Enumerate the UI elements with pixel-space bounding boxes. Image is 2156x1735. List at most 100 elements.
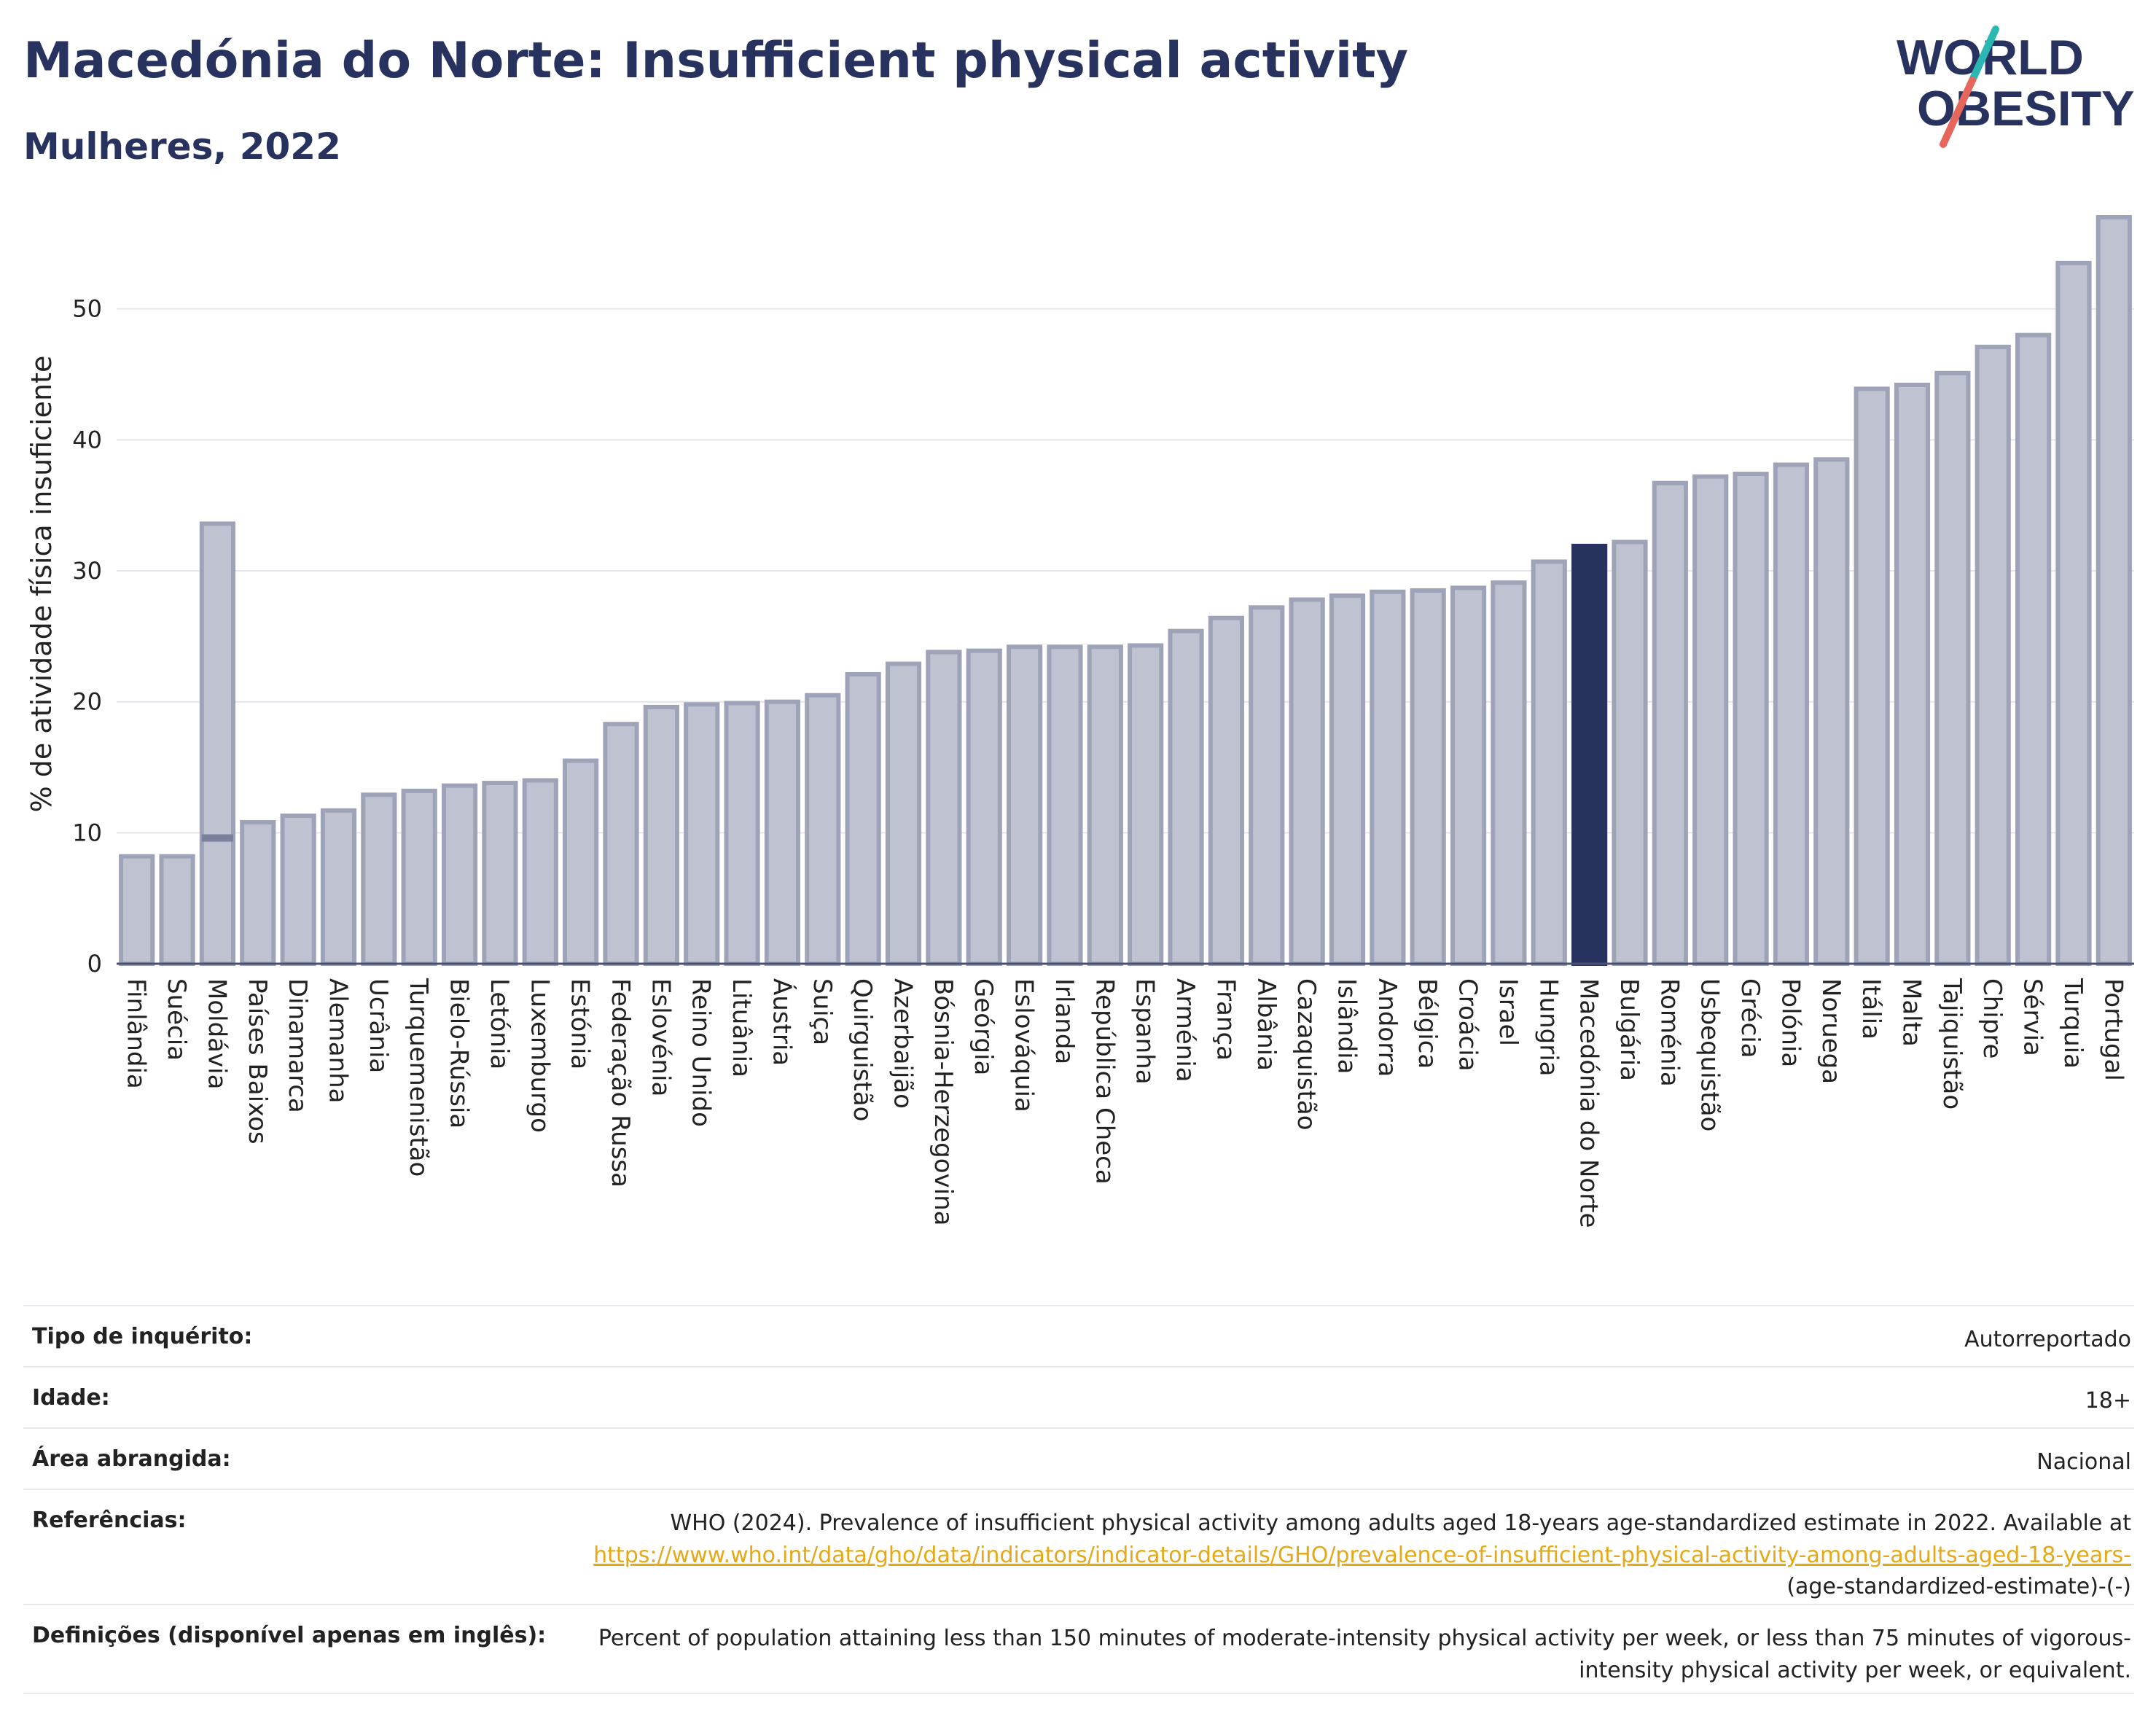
meta-label: Idade: (32, 1385, 110, 1411)
bar (240, 819, 276, 966)
x-tick-label: Azerbaijão (888, 978, 918, 1109)
bar (2015, 332, 2052, 967)
x-tick-label: Albânia (1251, 978, 1281, 1071)
x-tick-label: Arménia (1171, 978, 1200, 1083)
x-tick-label: Lituânia (727, 978, 756, 1077)
bar (643, 704, 679, 966)
meta-label: Tipo de inquérito: (32, 1324, 253, 1349)
x-tick-label: Islândia (1332, 978, 1361, 1074)
bar (1854, 386, 1890, 966)
x-tick-label: Irlanda (1050, 978, 1079, 1064)
y-tick-label: 0 (87, 950, 102, 978)
x-tick-label: Polónia (1776, 978, 1805, 1067)
meta-row-definitions: Definições (disponível apenas em inglês)… (23, 1604, 2134, 1694)
x-tick-label: Bielo-Rússia (445, 978, 474, 1128)
bar (1047, 644, 1083, 966)
x-tick-label: Países Baixos (243, 978, 272, 1145)
y-tick-label: 20 (72, 688, 102, 716)
meta-value: 18+ (2085, 1388, 2131, 1414)
x-tick-label: Grécia (1735, 978, 1765, 1058)
x-tick-label: Letónia (485, 978, 514, 1069)
bar (1571, 543, 1608, 966)
x-tick-label: Suécia (162, 978, 191, 1061)
metadata-table: Tipo de inquérito: Autorreportado Idade:… (23, 1305, 2134, 1694)
bar (1975, 344, 2011, 966)
meta-label: Referências: (32, 1508, 187, 1533)
x-tick-label: Eslováquia (1009, 978, 1039, 1112)
reference-text: WHO (2024). Prevalence of insufficient p… (670, 1510, 2131, 1536)
x-tick-label: Bulgária (1614, 978, 1644, 1081)
bar (563, 758, 599, 966)
meta-value: Percent of population attaining less tha… (598, 1626, 2131, 1683)
reference-suffix: (age-standardized-estimate)-(-) (1786, 1574, 2131, 1599)
x-tick-label: Finlândia (122, 978, 151, 1089)
meta-row-references: Referências: WHO (2024). Prevalence of i… (23, 1489, 2134, 1604)
bar (119, 854, 155, 966)
x-tick-label: Reino Unido (687, 978, 716, 1127)
bar (199, 521, 235, 966)
bar (1329, 593, 1366, 966)
bar (684, 702, 720, 967)
x-tick-label: Quirguistão (848, 978, 877, 1121)
bar (805, 693, 841, 966)
bar (1733, 472, 1769, 966)
x-tick-label: Estónia (566, 978, 595, 1069)
bar (280, 813, 316, 966)
x-tick-label: Federação Russa (606, 978, 635, 1188)
y-tick-label: 40 (72, 426, 102, 453)
bar (2096, 214, 2132, 966)
bar (764, 699, 801, 966)
meta-row-survey: Tipo de inquérito: Autorreportado (23, 1305, 2134, 1366)
bar (159, 854, 195, 966)
meta-value: WHO (2024). Prevalence of insufficient p… (564, 1508, 2134, 1603)
x-tick-label: Turquemenistão (404, 978, 433, 1177)
x-tick-label: Malta (1897, 978, 1926, 1047)
chart-subtitle: Mulheres, 2022 (23, 125, 341, 168)
x-tick-label: Portugal (2098, 978, 2128, 1081)
x-tick-label: Andorra (1372, 978, 1402, 1077)
bar-chart: 0 10 20 30 40 50 % de atividade física insufic… (26, 214, 2134, 1228)
x-tick-label: Eslovénia (646, 978, 675, 1096)
x-tick-label: Itália (1856, 978, 1886, 1040)
x-tick-label: Hungria (1534, 978, 1563, 1077)
x-tick-label: França (1211, 978, 1240, 1061)
x-tick-label: Moldávia (202, 978, 231, 1089)
meta-label: Definições (disponível apenas em inglês)… (32, 1623, 547, 1648)
x-tick-label: Luxemburgo (525, 978, 554, 1133)
y-tick-label: 50 (72, 295, 102, 323)
bar (1007, 644, 1043, 966)
bar (1410, 588, 1446, 966)
bar (1087, 644, 1123, 966)
bar (1168, 628, 1204, 966)
bar (1370, 589, 1406, 966)
bar (361, 792, 397, 967)
x-tick-label: Suiça (808, 978, 837, 1045)
chart-title: Macedónia do Norte: Insufficient physica… (23, 32, 1408, 90)
bar (1652, 480, 1688, 966)
x-tick-label: Chipre (1977, 978, 2007, 1058)
bar (603, 722, 639, 966)
meta-label: Área abrangida: (32, 1446, 231, 1472)
bar (1208, 615, 1244, 966)
x-tick-label: Bósnia-Herzegovina (929, 978, 958, 1226)
bar (482, 781, 518, 966)
bar (1249, 605, 1285, 967)
x-tick-label: Bélgica (1413, 978, 1442, 1069)
x-tick-label: Áustria (767, 978, 797, 1066)
bar (522, 778, 558, 967)
x-tick-label: República Checa (1090, 978, 1119, 1185)
x-tick-label: Croácia (1453, 978, 1483, 1072)
bar (1692, 474, 1729, 966)
x-tick-label: Tajiquistão (1937, 978, 1966, 1110)
world-obesity-logo: WORLD OBESITY (1897, 26, 2135, 148)
bar (320, 808, 357, 967)
bar (1934, 370, 1971, 966)
y-axis-title: % de atividade física insuficiente (26, 356, 58, 813)
bar (966, 648, 1002, 966)
x-tick-label: Geórgia (969, 978, 998, 1075)
x-tick-label: Sérvia (2018, 978, 2047, 1056)
bar (926, 650, 962, 967)
reference-link[interactable]: https://www.who.int/data/gho/data/indica… (593, 1542, 2131, 1568)
bar (1491, 580, 1527, 966)
bar (724, 701, 760, 966)
